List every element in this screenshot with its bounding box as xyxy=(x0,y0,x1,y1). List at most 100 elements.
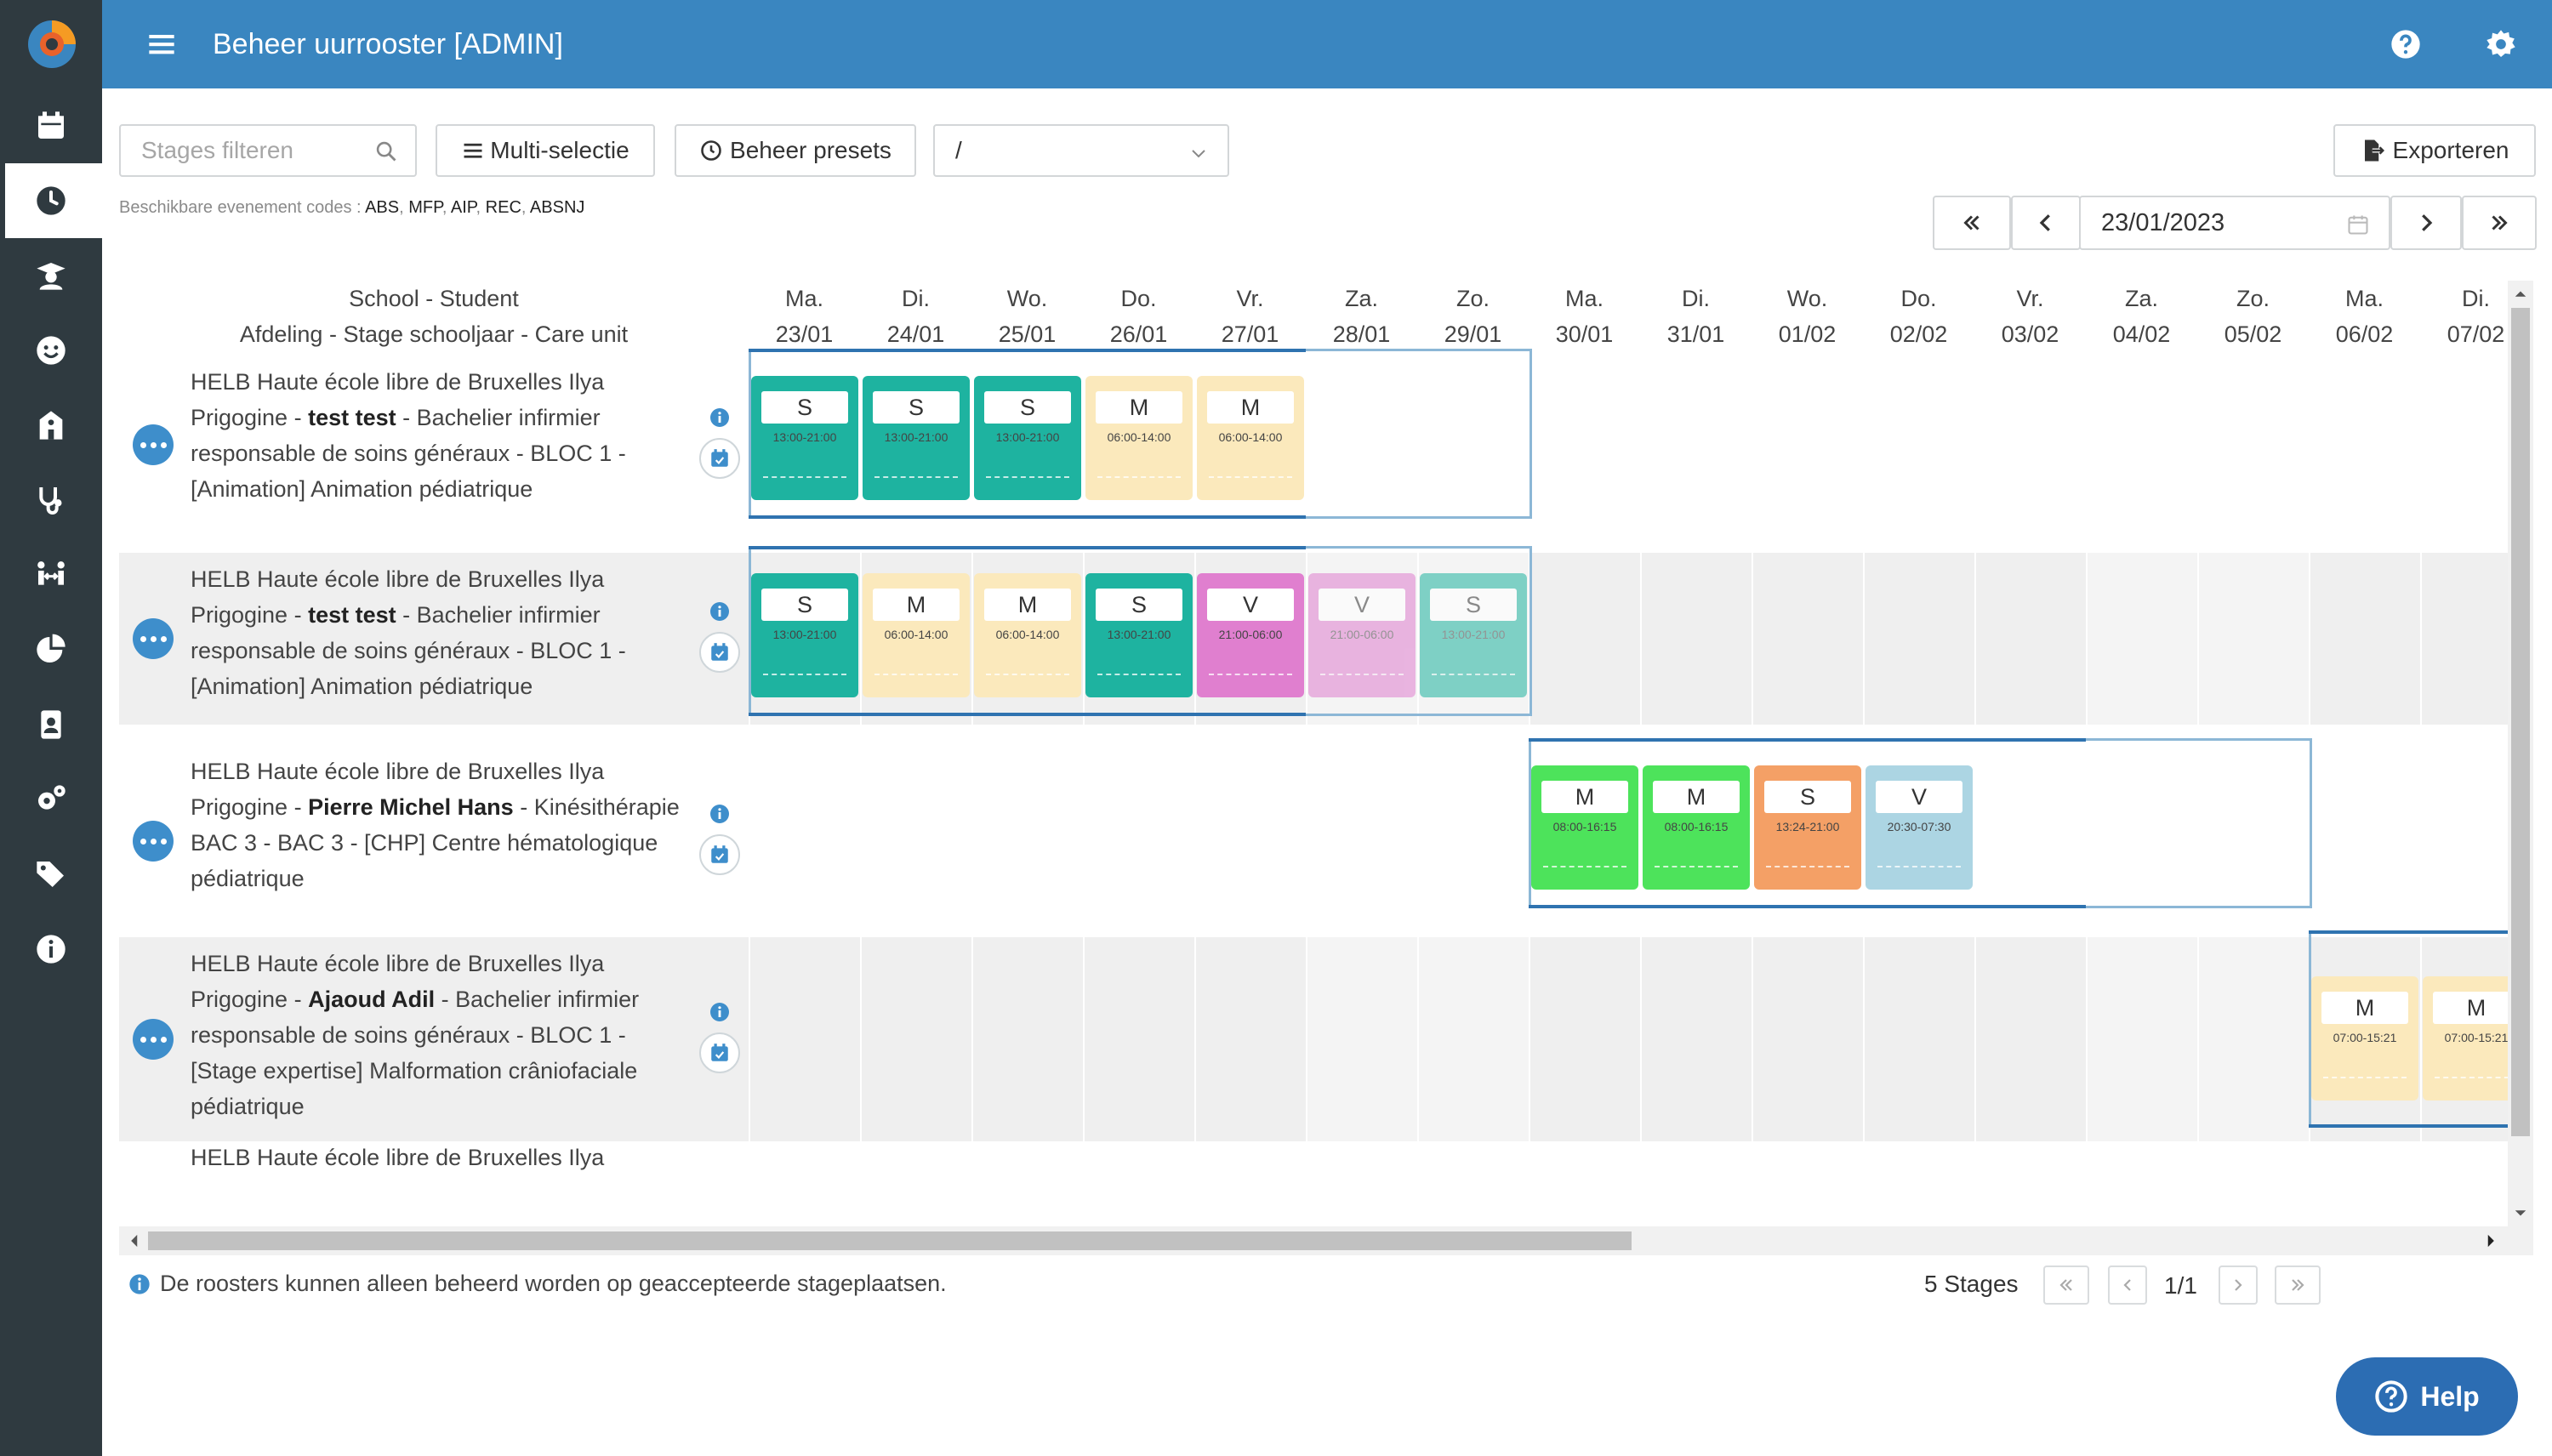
day-cell[interactable] xyxy=(1083,937,1194,1141)
shift-block[interactable]: S 13:24-21:00 xyxy=(1754,765,1861,890)
day-cell[interactable] xyxy=(1640,553,1752,725)
schedule-calendar-button[interactable] xyxy=(699,834,740,875)
day-cell[interactable] xyxy=(1974,553,2086,725)
day-cell[interactable] xyxy=(1529,937,1640,1141)
shift-block[interactable]: S 13:00-21:00 xyxy=(863,376,970,500)
day-cell[interactable] xyxy=(2086,937,2197,1141)
shift-block[interactable]: M 06:00-14:00 xyxy=(863,573,970,697)
last-page-button[interactable] xyxy=(2275,1265,2321,1305)
path-select[interactable]: / xyxy=(933,124,1229,177)
sidebar-item-smiley[interactable] xyxy=(0,313,102,388)
day-cell[interactable] xyxy=(1974,937,2086,1141)
shift-block[interactable]: M 07:00-15:21 xyxy=(2423,976,2508,1101)
day-cell[interactable] xyxy=(1417,937,1529,1141)
sidebar-item-people[interactable] xyxy=(0,537,102,612)
shift-block[interactable]: S 13:00-21:00 xyxy=(751,573,858,697)
info-icon[interactable] xyxy=(709,407,730,428)
scroll-right-icon[interactable] xyxy=(2477,1226,2506,1255)
day-cell[interactable] xyxy=(1083,553,1194,725)
schedule-calendar-button[interactable] xyxy=(699,632,740,673)
sidebar-item-settings[interactable] xyxy=(0,762,102,837)
day-cell[interactable] xyxy=(1863,553,1974,725)
next-period-button[interactable] xyxy=(2390,196,2462,250)
shift-block[interactable]: M 08:00-16:15 xyxy=(1643,765,1750,890)
gear-icon[interactable] xyxy=(2484,27,2518,61)
horizontal-scroll-thumb[interactable] xyxy=(148,1231,1632,1250)
day-cell[interactable] xyxy=(971,937,1083,1141)
day-cell[interactable] xyxy=(860,553,971,725)
last-period-button[interactable] xyxy=(2462,196,2537,250)
vertical-scrollbar[interactable] xyxy=(2508,281,2533,1226)
sidebar-item-info[interactable] xyxy=(0,912,102,987)
question-icon[interactable] xyxy=(2389,27,2423,61)
scroll-down-icon[interactable] xyxy=(2508,1201,2533,1226)
horizontal-scrollbar[interactable] xyxy=(119,1226,2533,1255)
row-actions-button[interactable] xyxy=(133,424,174,465)
info-icon[interactable] xyxy=(709,804,730,824)
sidebar-item-medical[interactable] xyxy=(0,463,102,537)
shift-block[interactable]: V 21:00-06:00 xyxy=(1308,573,1416,697)
vertical-scroll-thumb[interactable] xyxy=(2511,308,2530,1136)
row-actions-button[interactable] xyxy=(133,821,174,862)
day-cell[interactable] xyxy=(1194,937,1306,1141)
first-period-button[interactable] xyxy=(1933,196,2011,250)
day-cell[interactable] xyxy=(1863,937,1974,1141)
help-button[interactable]: Help xyxy=(2336,1357,2518,1436)
day-cell[interactable] xyxy=(749,937,860,1141)
day-cell[interactable] xyxy=(2420,937,2508,1141)
date-input[interactable]: 23/01/2023 xyxy=(2079,196,2390,250)
schedule-calendar-button[interactable] xyxy=(699,1032,740,1073)
app-logo[interactable] xyxy=(26,12,78,71)
sidebar-item-schedule[interactable] xyxy=(0,163,102,238)
next-page-button[interactable] xyxy=(2219,1265,2258,1305)
day-cell[interactable] xyxy=(2086,553,2197,725)
shift-block[interactable]: V 20:30-07:30 xyxy=(1866,765,1973,890)
student-name: Pierre Michel Hans xyxy=(308,794,514,820)
multi-select-button[interactable]: Multi-selectie xyxy=(436,124,655,177)
day-cell[interactable] xyxy=(1306,937,1417,1141)
scroll-left-icon[interactable] xyxy=(119,1226,148,1255)
sidebar-item-contacts[interactable] xyxy=(0,687,102,762)
sidebar-item-students[interactable] xyxy=(0,238,102,313)
sidebar-item-statistics[interactable] xyxy=(0,612,102,687)
sidebar-item-school[interactable] xyxy=(0,388,102,463)
first-page-button[interactable] xyxy=(2043,1265,2089,1305)
shift-block[interactable]: S 13:00-21:00 xyxy=(1085,573,1193,697)
day-cell[interactable] xyxy=(1752,937,1863,1141)
shift-block[interactable]: M 08:00-16:15 xyxy=(1531,765,1638,890)
row-actions-button[interactable] xyxy=(133,618,174,659)
schedule-calendar-button[interactable] xyxy=(699,438,740,479)
day-cell[interactable] xyxy=(2197,553,2309,725)
day-cell[interactable] xyxy=(1529,553,1640,725)
previous-period-button[interactable] xyxy=(2011,196,2081,250)
export-button[interactable]: Exporteren xyxy=(2333,124,2536,177)
shift-block[interactable]: V 21:00-06:00 xyxy=(1197,573,1304,697)
shift-block[interactable]: S 13:00-21:00 xyxy=(974,376,1081,500)
info-icon[interactable] xyxy=(709,1002,730,1022)
hamburger-menu-icon[interactable] xyxy=(143,26,180,63)
sidebar-item-tags[interactable] xyxy=(0,837,102,912)
shift-block[interactable]: M 07:00-15:21 xyxy=(2311,976,2418,1101)
sidebar-item-calendar[interactable] xyxy=(0,88,102,163)
shift-block[interactable]: S 13:00-21:00 xyxy=(751,376,858,500)
day-cell[interactable] xyxy=(2197,937,2309,1141)
day-cell[interactable] xyxy=(1640,937,1752,1141)
manage-presets-button[interactable]: Beheer presets xyxy=(675,124,916,177)
previous-page-button[interactable] xyxy=(2108,1265,2147,1305)
day-cell[interactable] xyxy=(2420,553,2508,725)
info-icon[interactable] xyxy=(709,601,730,622)
shift-block[interactable]: M 06:00-14:00 xyxy=(1197,376,1304,500)
shift-block[interactable]: M 06:00-14:00 xyxy=(974,573,1081,697)
day-cell[interactable] xyxy=(860,937,971,1141)
shift-divider xyxy=(2435,1077,2508,1078)
day-cell[interactable] xyxy=(971,553,1083,725)
day-cell[interactable] xyxy=(1194,553,1306,725)
day-cell[interactable] xyxy=(2309,553,2420,725)
day-cell[interactable] xyxy=(1752,553,1863,725)
row-actions-button[interactable] xyxy=(133,1019,174,1060)
shift-block[interactable]: S 13:00-21:00 xyxy=(1420,573,1527,697)
scroll-up-icon[interactable] xyxy=(2508,281,2533,306)
shift-block[interactable]: M 06:00-14:00 xyxy=(1085,376,1193,500)
stages-filter-input[interactable] xyxy=(119,124,417,177)
stages-filter-field[interactable] xyxy=(141,137,362,164)
